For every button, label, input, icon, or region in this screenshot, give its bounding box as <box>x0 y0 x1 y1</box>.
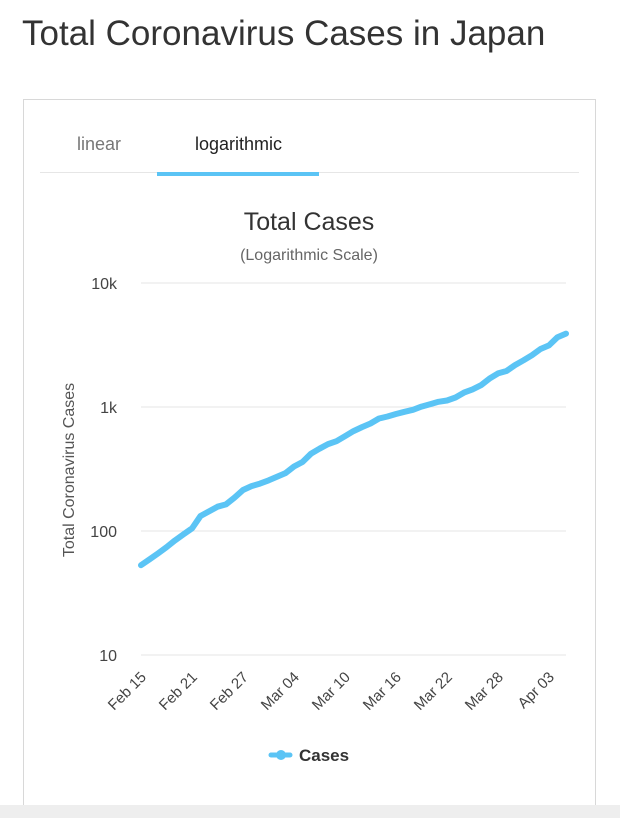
y-tick-label: 10k <box>91 276 118 293</box>
gridlines <box>141 282 566 656</box>
y-tick-labels: 10 100 1k 10k <box>90 276 118 665</box>
y-axis-label: Total Coronavirus Cases <box>61 383 78 557</box>
tab-linear[interactable]: linear <box>77 134 122 154</box>
page-title: Total Coronavirus Cases in Japan <box>22 14 546 53</box>
x-tick-label: Mar 04 <box>258 669 303 714</box>
chart-title: Total Cases <box>244 208 375 236</box>
x-tick-label: Feb 21 <box>156 669 201 714</box>
x-tick-labels: Feb 15 Feb 21 Feb 27 Mar 04 Mar 10 Mar 16 Mar … <box>105 669 558 714</box>
x-tick-label: Mar 10 <box>309 669 354 714</box>
series-line-cases[interactable] <box>138 330 569 569</box>
x-tick-label: Apr 03 <box>515 669 558 712</box>
x-tick-label: Mar 28 <box>462 669 507 714</box>
y-tick-label: 1k <box>100 400 118 417</box>
x-tick-label: Mar 16 <box>360 669 405 714</box>
y-tick-label: 10 <box>99 648 117 665</box>
legend-swatch-marker <box>276 750 286 760</box>
chart-subtitle: (Logarithmic Scale) <box>240 247 378 264</box>
tab-logarithmic[interactable]: logarithmic <box>195 134 283 154</box>
bottom-scroll-area <box>0 805 620 818</box>
x-tick-label: Feb 15 <box>105 669 150 714</box>
x-tick-label: Feb 27 <box>207 669 252 714</box>
active-tab-indicator <box>157 172 319 176</box>
x-tick-label: Mar 22 <box>411 669 456 714</box>
series-layer <box>138 330 569 569</box>
legend-label: Cases <box>299 746 349 765</box>
legend[interactable]: Cases <box>268 746 349 765</box>
y-tick-label: 100 <box>90 524 117 541</box>
